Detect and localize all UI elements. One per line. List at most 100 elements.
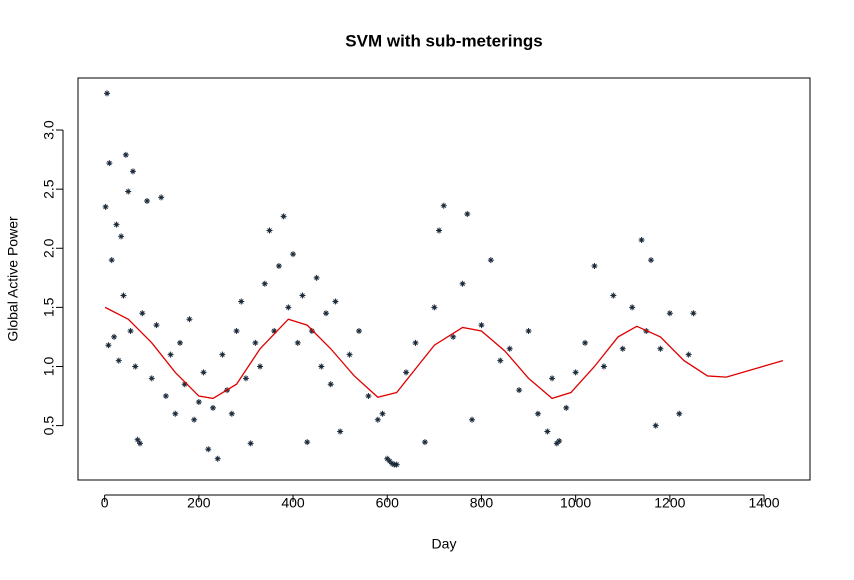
point [127,328,134,335]
point [275,262,282,269]
point [525,328,532,335]
point [148,375,155,382]
point [242,375,249,382]
point [209,404,216,411]
x-tick-label: 400 [281,495,305,511]
point [177,339,184,346]
x-tick-label: 800 [470,495,494,511]
point [478,322,485,329]
point [181,381,188,388]
y-tick-label: 1.5 [41,297,57,317]
point [450,333,457,340]
point [544,428,551,435]
point [132,363,139,370]
point [657,345,664,352]
point [144,197,151,204]
point [346,351,353,358]
point [591,262,598,269]
point [233,328,240,335]
point [337,428,344,435]
point [355,328,362,335]
point [285,304,292,311]
point [610,292,617,299]
y-tick-label: 0.5 [41,416,57,436]
point [582,339,589,346]
point [318,363,325,370]
point [308,328,315,335]
point [214,455,221,462]
point [104,90,111,97]
point [186,316,193,323]
x-tick-label: 600 [376,495,400,511]
x-tick-label: 1200 [654,495,685,511]
point [459,280,466,287]
point [464,210,471,217]
point [228,410,235,417]
point [365,393,372,400]
point [102,203,109,210]
fit-line [104,306,784,400]
point [666,310,673,317]
point [436,227,443,234]
point [118,233,125,240]
point [556,437,563,444]
y-tick-label: 3.0 [41,120,57,140]
point [125,188,132,195]
point [497,357,504,364]
point [113,221,120,228]
point [167,351,174,358]
point [412,339,419,346]
point [690,310,697,317]
point [257,363,264,370]
point [122,151,129,158]
point [384,455,391,462]
point [290,251,297,258]
point [629,304,636,311]
point [304,439,311,446]
point [252,339,259,346]
x-tick-label: 200 [187,495,211,511]
point [323,310,330,317]
point [299,292,306,299]
point [219,351,226,358]
point [172,410,179,417]
point [572,369,579,376]
point [153,322,160,329]
point [563,404,570,411]
point [136,440,143,447]
point [403,369,410,376]
point [205,446,212,453]
point [685,351,692,358]
y-tick-label: 1.0 [41,357,57,377]
point [111,333,118,340]
x-tick-label: 0 [101,495,109,511]
point [120,292,127,299]
point [266,227,273,234]
point [469,416,476,423]
point [261,280,268,287]
point [506,345,513,352]
point [534,410,541,417]
point [600,363,607,370]
point [431,304,438,311]
point [619,345,626,352]
point [200,369,207,376]
point [327,381,334,388]
chart-title: SVM with sub-meterings [345,31,542,50]
point [379,410,386,417]
point [553,440,560,447]
point [638,236,645,243]
point [195,398,202,405]
y-tick-label: 2.0 [41,238,57,258]
point [374,416,381,423]
x-tick-label: 1400 [748,495,779,511]
point [647,257,654,264]
point [280,213,287,220]
point [108,257,115,264]
point [652,422,659,429]
point [158,194,165,201]
x-axis-label: Day [432,536,457,552]
point [549,375,556,382]
plot-box [77,77,811,481]
